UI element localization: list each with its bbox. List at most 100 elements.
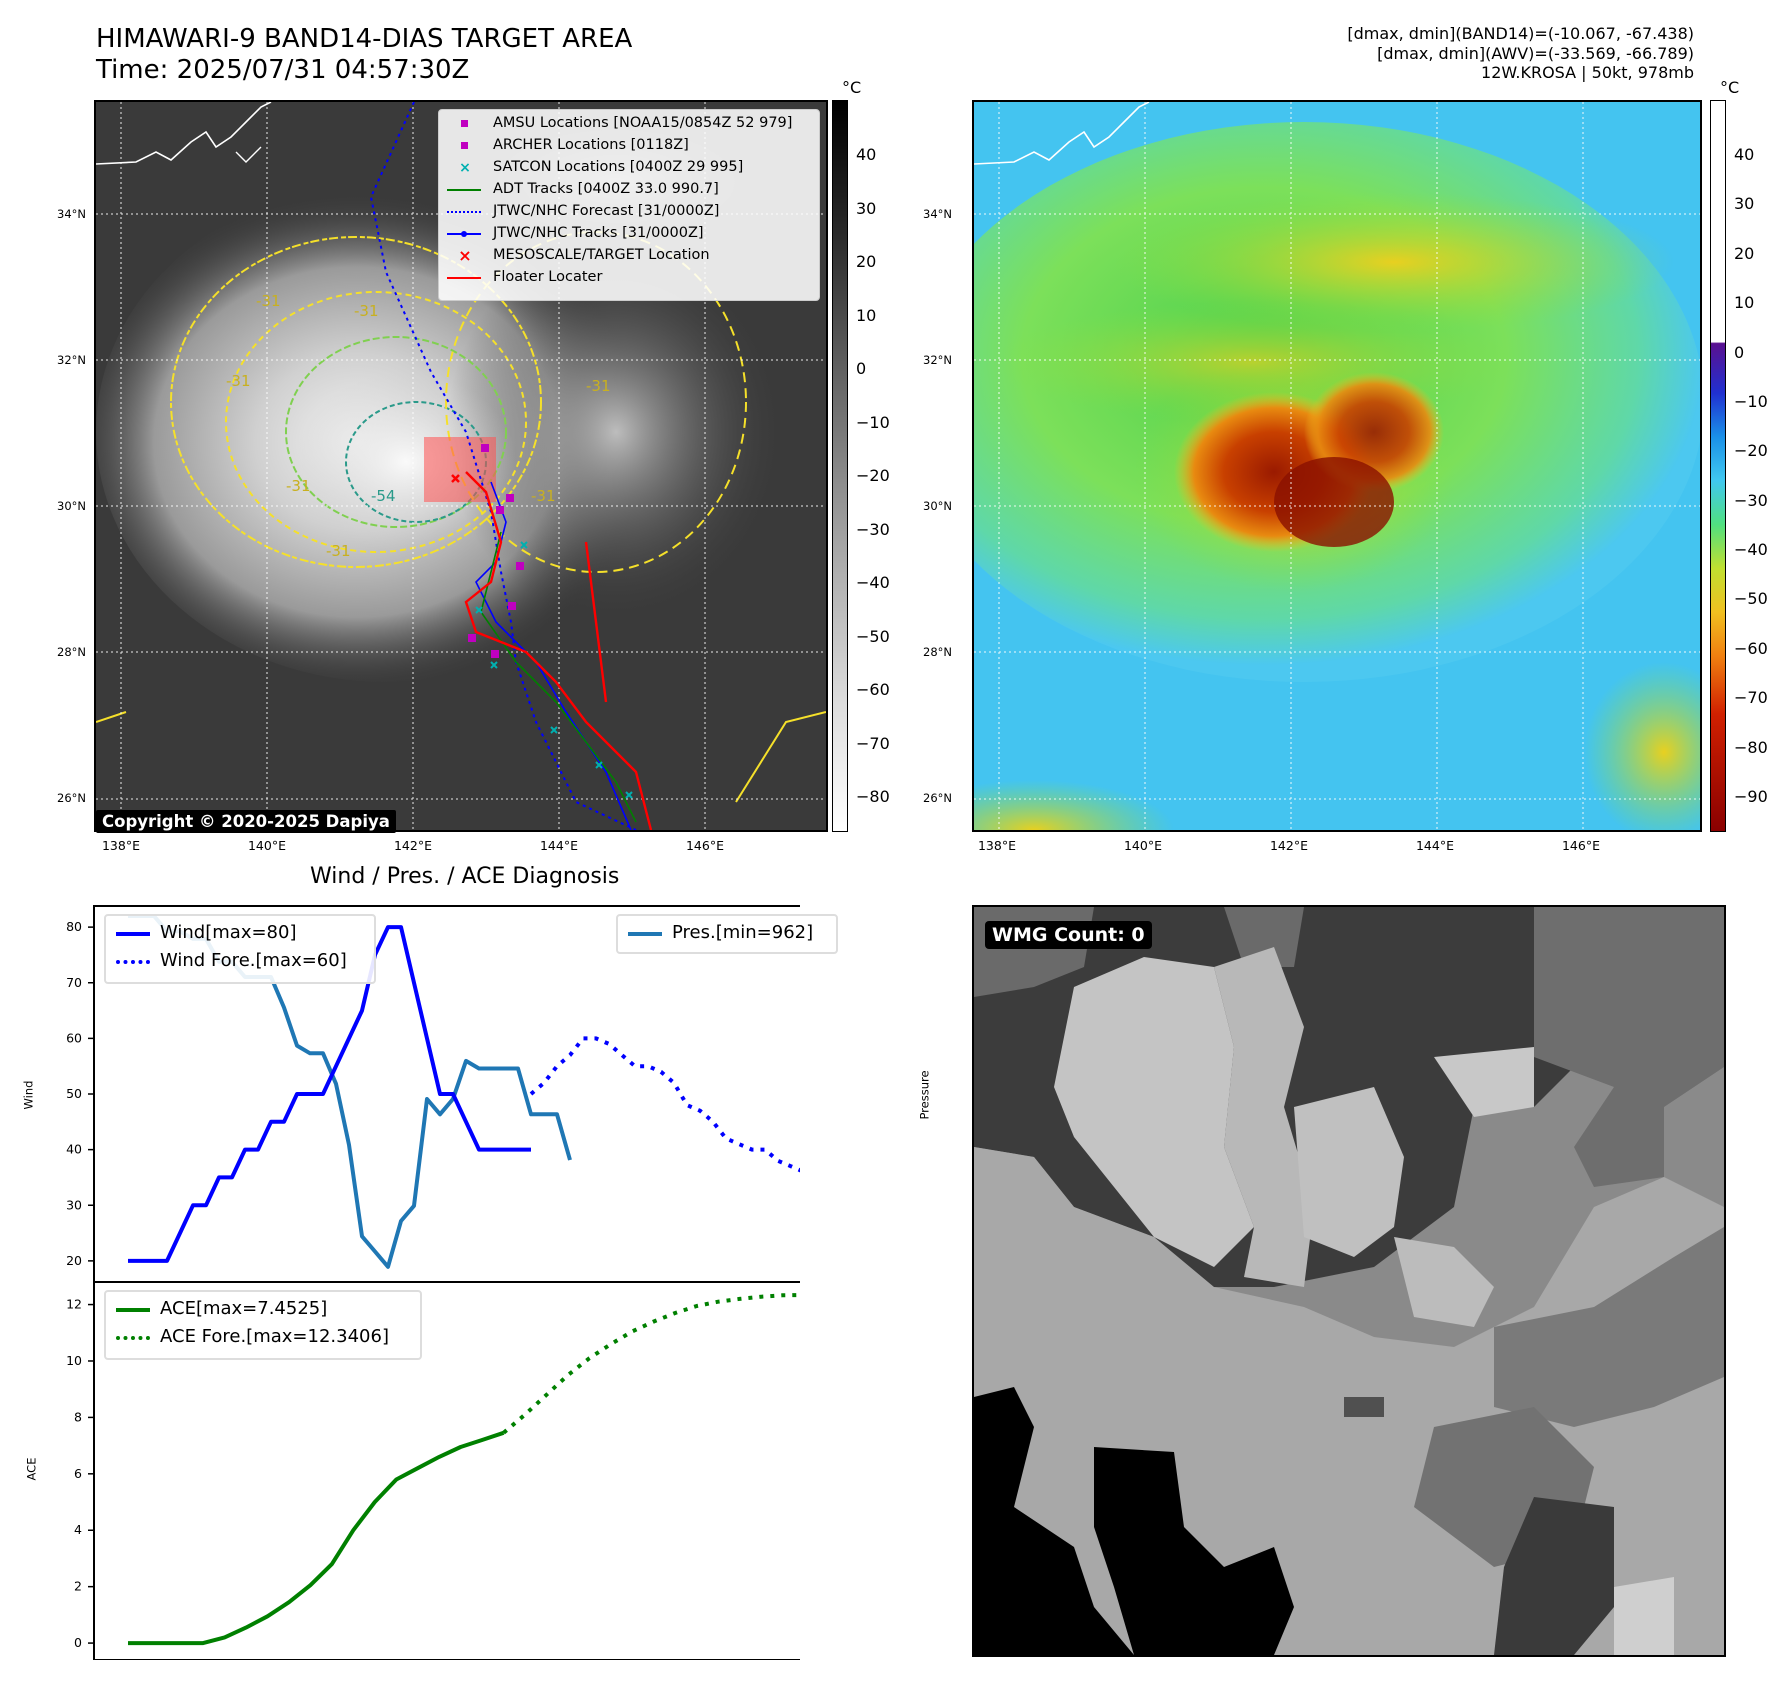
diagnosis-title: Wind / Pres. / ACE Diagnosis [310,864,620,889]
colorbar-tick-label: 0 [856,359,867,378]
ace-tick-label: 6 [74,1466,82,1481]
pressure-axis-label: Pressure [917,1070,932,1120]
storm-info: [dmax, dmin](BAND14)=(-10.067, -67.438) … [1347,24,1694,83]
diagnosis-chart: 203040506070809609709809901000024681012 [66,905,800,1660]
title-line-2: Time: 2025/07/31 04:57:30Z [96,55,470,85]
ace-fore-legend-label: ACE Fore.[max=12.3406] [160,1326,389,1347]
ir-map-panel: -31 -31 -31 -31 -31 -31 -54 -31 AMSU Loc… [94,100,828,832]
contour-label: -31 [531,487,556,505]
contour-label: -54 [371,487,396,505]
ace-axes-frame [93,1281,800,1660]
colorbar-tick-label: −70 [856,733,890,753]
colorbar-tick-label: 20 [1734,243,1755,263]
dotted-line-icon [112,1326,152,1346]
square-marker-icon [445,114,485,134]
wind-tick-label: 60 [66,1030,82,1045]
lon-label: 142°E [1269,838,1308,853]
map-legend: AMSU Locations [NOAA15/0854Z 52 979] ARC… [438,109,820,301]
awv-map-image [974,102,1700,830]
colorbar-tick-label: −30 [1734,490,1768,510]
wmg-count-badge: WMG Count: 0 [985,921,1152,949]
awv-colorbar [1710,100,1726,832]
contour-label: -31 [256,292,281,310]
colorbar-tick-label: −20 [1734,441,1768,461]
ace-tick-label: 4 [74,1522,82,1537]
colorbar-tick-label: 10 [856,305,877,325]
lat-label: 30°N [923,499,952,513]
contour-label: -31 [326,542,351,560]
line-icon [112,1298,152,1318]
line-icon [445,180,485,200]
wind-axis-label: Wind [21,1080,36,1110]
info-line-3: 12W.KROSA | 50kt, 978mb [1481,63,1694,82]
info-line-2: [dmax, dmin](AWV)=(-33.569, -66.789) [1377,43,1694,63]
colorbar-tick-label: −90 [1734,787,1768,806]
lat-label: 26°N [57,791,86,805]
lon-label: 142°E [393,838,432,853]
ace-forecast-series-line [502,1293,800,1435]
awv-colorbar-unit: °C [1720,78,1740,97]
colorbar-tick-label: 40 [1734,145,1755,164]
ace-tick-label: 12 [66,1297,82,1312]
wind-legend-label: Wind[max=80] [160,922,297,943]
contour-label: -31 [286,477,311,495]
ace-tick-label: 10 [66,1353,82,1368]
title-line-1: HIMAWARI-9 BAND14-DIAS TARGET AREA [96,24,633,54]
lat-label: 30°N [57,499,86,513]
colorbar-tick-label: −60 [1734,638,1768,658]
colorbar-tick-label: −80 [1734,737,1768,757]
ace-axis-label: ACE [24,1457,39,1481]
wind-tick-label: 20 [66,1253,82,1268]
contour-label: -31 [354,302,379,320]
x-marker-icon: × [458,246,472,265]
wind-forecast-series-line [529,1036,800,1173]
wmg-image [974,907,1724,1655]
colorbar-tick-label: −70 [1734,688,1768,708]
ace-legend-label: ACE[max=7.4525] [160,1298,328,1319]
x-marker-icon: × [459,160,471,176]
lon-label: 146°E [685,838,724,853]
colorbar-tick-label: −40 [1734,540,1768,560]
wind-tick-label: 30 [66,1197,82,1212]
colorbar-tick-label: 30 [1734,194,1755,214]
contour-label: -31 [226,372,251,390]
ir-colorbar [832,100,848,832]
line-icon [624,922,664,942]
lat-label: 34°N [923,207,952,221]
wind-tick-label: 80 [66,919,82,934]
wind-tick-label: 40 [66,1142,82,1157]
colorbar-tick-label: −80 [856,787,890,806]
wind-series-line [128,925,531,1263]
lat-label: 34°N [57,207,86,221]
pres-legend-label: Pres.[min=962] [672,922,814,943]
wind-tick-label: 50 [66,1086,82,1101]
wind-fore-legend-label: Wind Fore.[max=60] [160,950,347,971]
lat-label: 32°N [57,353,86,367]
lat-label: 28°N [923,645,952,659]
info-line-1: [dmax, dmin](BAND14)=(-10.067, -67.438) [1347,24,1694,43]
line-dot-icon [445,224,485,244]
ir-colorbar-unit: °C [842,78,862,97]
lat-label: 26°N [923,791,952,805]
lat-label: 32°N [923,353,952,367]
lon-label: 140°E [1123,838,1162,853]
colorbar-tick-label: −50 [1734,589,1768,609]
dotted-line-icon [445,202,485,222]
lon-label: 138°E [977,838,1016,853]
colorbar-tick-label: −40 [856,573,890,592]
colorbar-tick-label: 40 [856,145,877,164]
awv-map-panel [972,100,1702,832]
square-marker-icon [445,136,485,156]
colorbar-tick-label: 20 [856,252,877,271]
colorbar-tick-label: −50 [856,626,890,646]
lon-label: 144°E [539,838,578,853]
line-icon [112,922,152,942]
colorbar-tick-label: −20 [856,466,890,485]
figure-title: HIMAWARI-9 BAND14-DIAS TARGET AREA Time:… [96,24,632,86]
dotted-line-icon [112,950,152,970]
colorbar-tick-label: −10 [856,412,890,432]
ace-tick-label: 2 [74,1579,82,1594]
ace-legend: ACE[max=7.4525] ACE Fore.[max=12.3406] [104,1290,422,1360]
contour-label: -31 [586,377,611,395]
lat-label: 28°N [57,645,86,659]
